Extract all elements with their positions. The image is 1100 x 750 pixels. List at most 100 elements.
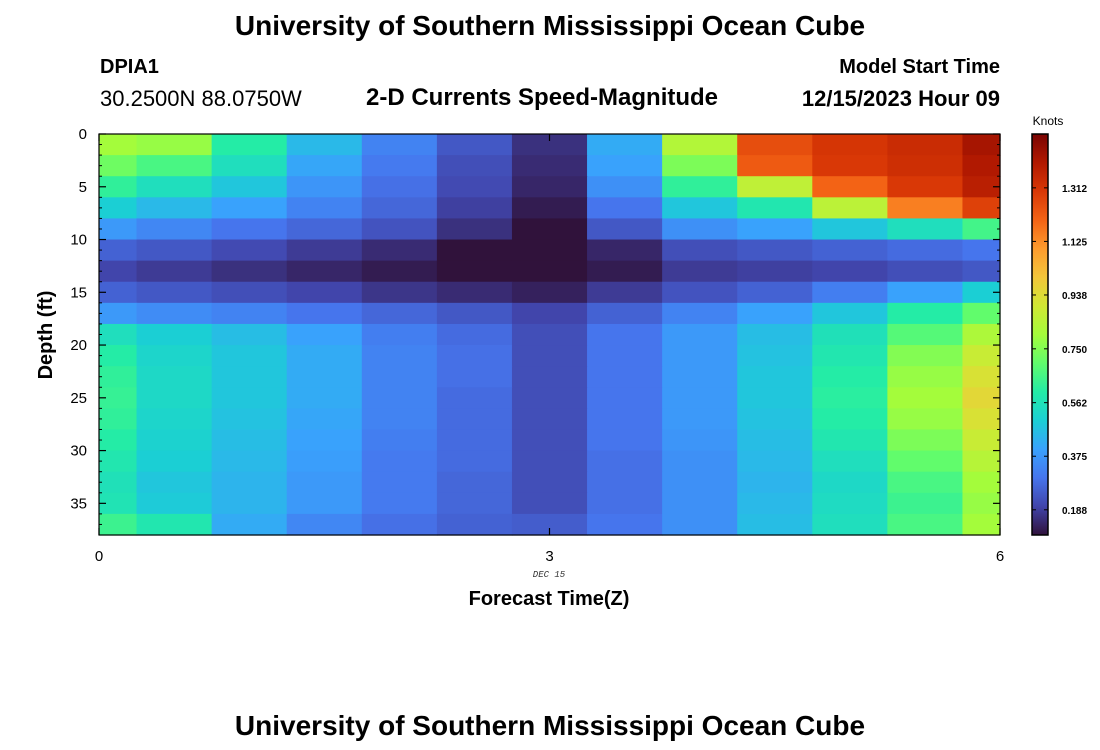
heatmap-cell [286, 345, 363, 367]
heatmap-cell [587, 513, 663, 536]
heatmap-cell [99, 513, 138, 536]
colorbar-tick-label: 0.562 [1062, 399, 1087, 410]
heatmap-cell [662, 176, 738, 198]
heatmap-cell [887, 387, 964, 409]
heatmap-cell [136, 387, 213, 409]
x-tick-label: 0 [95, 548, 103, 565]
heatmap-cell [812, 471, 888, 494]
heatmap-cell [286, 323, 363, 346]
heatmap-cell [361, 492, 438, 515]
heatmap-cell [587, 134, 663, 156]
heatmap-cell [587, 471, 663, 494]
heatmap-cell [662, 513, 738, 536]
heatmap-cell [962, 197, 1001, 220]
heatmap-cell [361, 155, 438, 177]
heatmap-cell [136, 471, 213, 494]
heatmap-cell [99, 323, 138, 346]
heatmap-cell [962, 218, 1001, 241]
heatmap-cell [812, 429, 888, 452]
heatmap-cell [99, 197, 138, 220]
heatmap-cell [286, 155, 363, 177]
heatmap-cell [511, 387, 588, 409]
heatmap-cell [587, 429, 663, 452]
heatmap-cell [812, 155, 888, 177]
heatmap-cell [99, 471, 138, 494]
heatmap-cell [211, 492, 288, 515]
heatmap-cell [737, 323, 813, 346]
heatmap-cell [99, 492, 138, 515]
heatmap-cell [99, 239, 138, 262]
heatmap-cell [511, 408, 588, 431]
heatmap-cell [211, 366, 288, 388]
heatmap-cell [436, 218, 513, 241]
colorbar-tick-label: 0.375 [1062, 452, 1087, 463]
heatmap-cell [136, 239, 213, 262]
heatmap-cell [887, 492, 964, 515]
heatmap-cell [962, 408, 1001, 431]
heatmap-cell [662, 387, 738, 409]
heatmap-cell [211, 471, 288, 494]
heatmap-cell [587, 323, 663, 346]
heatmap-cell [962, 492, 1001, 515]
heatmap-cell [812, 260, 888, 283]
heatmap-cell [587, 345, 663, 367]
heatmap-cell [737, 302, 813, 325]
heatmap-cell [136, 492, 213, 515]
heatmap-cell [211, 323, 288, 346]
heatmap-cell [286, 176, 363, 198]
heatmap-cell [511, 155, 588, 177]
heatmap-cell [211, 218, 288, 241]
heatmap-cell [511, 471, 588, 494]
heatmap-cell [286, 408, 363, 431]
y-axis-label: Depth (ft) [35, 291, 57, 380]
heatmap-cell [286, 387, 363, 409]
heatmap-cell [737, 366, 813, 388]
heatmap-cell [136, 450, 213, 473]
heatmap-cell [436, 429, 513, 452]
heatmap-cell [962, 260, 1001, 283]
heatmap-cell [962, 387, 1001, 409]
heatmap-cell [812, 239, 888, 262]
heatmap-cell [136, 366, 213, 388]
x-tick-label: 3 [545, 548, 553, 565]
y-tick-label: 5 [79, 179, 87, 196]
heatmap-cell [286, 134, 363, 156]
station-coordinates: 30.2500N 88.0750W [100, 86, 302, 111]
heatmap-cell [286, 471, 363, 494]
heatmap-cell [286, 260, 363, 283]
heatmap-cell [812, 302, 888, 325]
heatmap-cell [286, 281, 363, 304]
heatmap-cell [211, 513, 288, 536]
heatmap-cell [887, 197, 964, 220]
heatmap-cell [136, 302, 213, 325]
heatmap-cell [436, 281, 513, 304]
heatmap-cell [737, 176, 813, 198]
heatmap-cell [662, 197, 738, 220]
x-axis-label: Forecast Time(Z) [469, 588, 630, 610]
colorbar: Knots 0.188 0.375 0.562 0.750 0.938 1.125 1.31… [1031, 114, 1087, 536]
heatmap-cell [587, 155, 663, 177]
colorbar-gradient [1031, 133, 1049, 536]
heatmap-cell [511, 302, 588, 325]
heatmap-cell [511, 281, 588, 304]
heatmap-cell [511, 218, 588, 241]
heatmap-cell [812, 513, 888, 536]
heatmap-cell [887, 471, 964, 494]
heatmap-cell [286, 366, 363, 388]
heatmap-cell [211, 197, 288, 220]
heatmap-cell [211, 302, 288, 325]
heatmap-cell [286, 492, 363, 515]
chart-title: 2-D Currents Speed-Magnitude [366, 84, 719, 111]
heatmap-cell [812, 197, 888, 220]
heatmap-cell [962, 345, 1001, 367]
heatmap-cell [286, 513, 363, 536]
heatmap-cell [211, 345, 288, 367]
y-tick-label: 35 [70, 495, 87, 512]
heatmap-cell [436, 134, 513, 156]
x-date-label: DEC 15 [533, 570, 566, 580]
heatmap-cell [962, 281, 1001, 304]
model-start-label: Model Start Time [839, 56, 1000, 78]
axes: 0 5 10 15 20 25 30 35 0 3 6 [70, 126, 1004, 565]
heatmap-cell [99, 450, 138, 473]
heatmap-cell [587, 302, 663, 325]
